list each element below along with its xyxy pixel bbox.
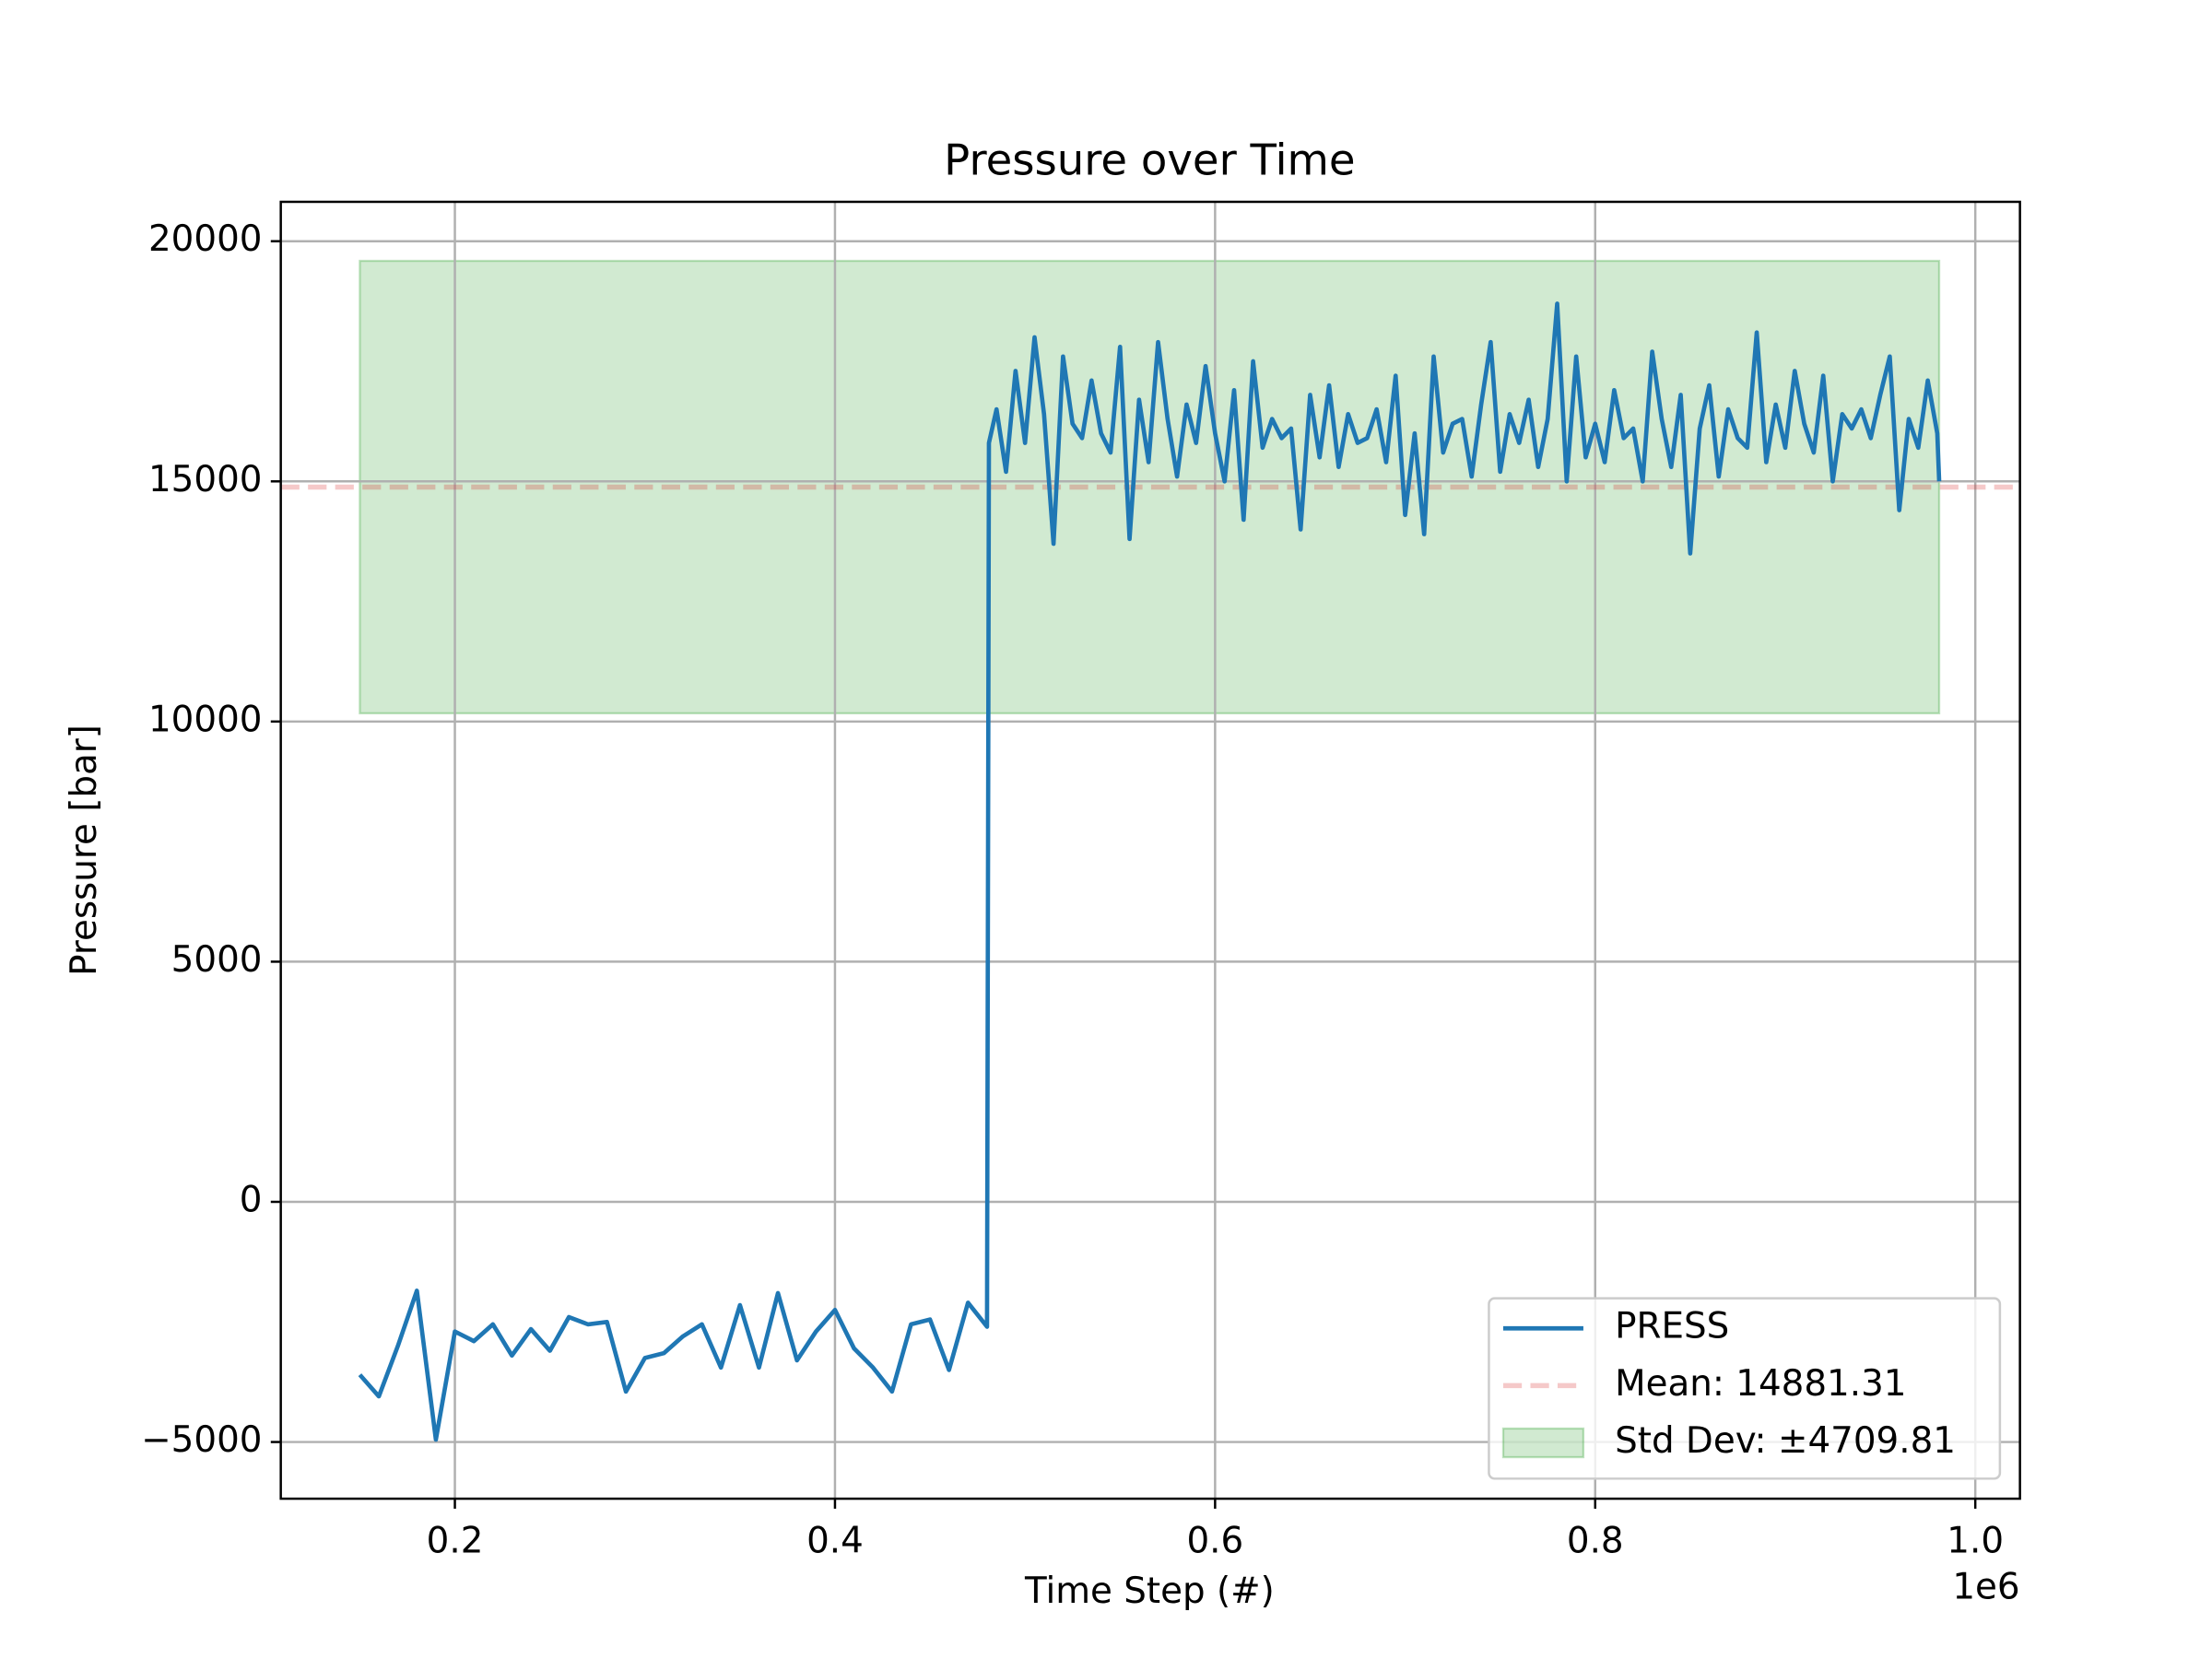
x-axis-label: Time Step (#) bbox=[1024, 1571, 1275, 1612]
x-tick-label: 0.6 bbox=[1186, 1521, 1243, 1562]
chart-title: Pressure over Time bbox=[944, 135, 1355, 185]
y-tick-label: 20000 bbox=[148, 218, 262, 260]
y-tick-label: −5000 bbox=[141, 1419, 262, 1461]
std-band bbox=[359, 259, 1941, 715]
y-axis-label: Pressure [bar] bbox=[64, 724, 105, 976]
x-tick-label: 1.0 bbox=[1947, 1521, 2004, 1562]
y-tick-label: 0 bbox=[240, 1179, 263, 1220]
x-tick-label: 0.8 bbox=[1567, 1521, 1624, 1562]
x-tick-label: 0.2 bbox=[427, 1521, 484, 1562]
legend-label: PRESS bbox=[1615, 1306, 1729, 1347]
x-offset-label: 1e6 bbox=[1952, 1566, 2019, 1607]
series-line bbox=[358, 301, 1942, 1442]
legend-label: Mean: 14881.31 bbox=[1615, 1363, 1906, 1405]
legend-swatch bbox=[1501, 1427, 1585, 1459]
legend-label: Std Dev: ±4709.81 bbox=[1615, 1420, 1956, 1462]
legend-box bbox=[1488, 1297, 2002, 1480]
y-tick-label: 15000 bbox=[148, 459, 262, 500]
plot-frame bbox=[279, 200, 2021, 1500]
y-tick-label: 10000 bbox=[148, 699, 262, 740]
legend: PRESS Mean: 14881.31 Std Dev: ±4709.81 bbox=[1488, 1297, 2002, 1480]
x-tick-label: 0.4 bbox=[806, 1521, 864, 1562]
y-tick-label: 5000 bbox=[171, 939, 263, 981]
